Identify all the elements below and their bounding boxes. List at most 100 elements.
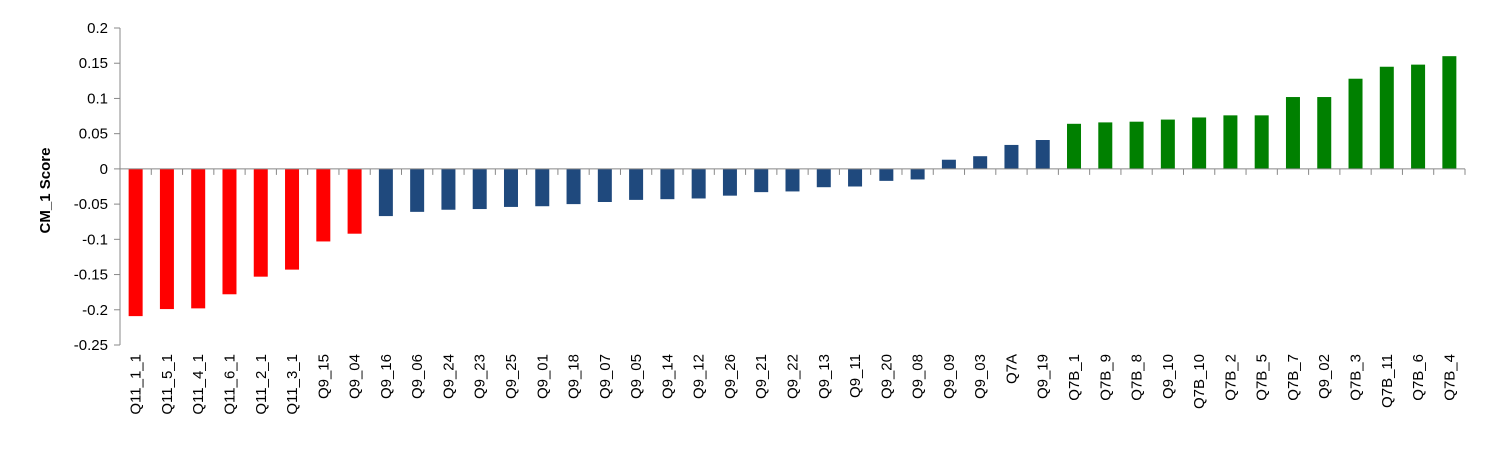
- x-tick-label: Q9_04: [347, 354, 364, 399]
- bar: [629, 168, 644, 200]
- bar: [222, 168, 237, 295]
- bar: [722, 168, 737, 196]
- x-tick-label: Q9_11: [847, 354, 864, 398]
- bar: [1223, 115, 1238, 169]
- x-tick-label: Q9_20: [878, 354, 895, 399]
- x-tick-label: Q9_24: [440, 354, 457, 399]
- bar: [191, 168, 206, 309]
- x-tick-label: Q9_02: [1316, 354, 1333, 399]
- bars: [128, 56, 1457, 317]
- bar: [691, 168, 706, 199]
- bar: [410, 168, 425, 212]
- bar: [128, 168, 143, 317]
- bar: [910, 168, 925, 180]
- x-tick-label: Q9_23: [472, 354, 489, 399]
- x-tick-label: Q11_5_1: [159, 354, 176, 415]
- x-tick-label: Q9_07: [597, 354, 614, 399]
- y-tick-label: 0.1: [87, 90, 108, 107]
- x-tick-label: Q7B_1: [1066, 354, 1083, 401]
- x-tick-label: Q9_25: [503, 354, 520, 399]
- bar: [1129, 121, 1144, 169]
- y-tick-label: 0.15: [79, 55, 108, 72]
- x-tick-label: Q9_09: [941, 354, 958, 399]
- x-tick-label: Q11_3_1: [284, 354, 301, 415]
- bar: [535, 168, 550, 207]
- y-axis-title: CM_1 Score: [37, 148, 54, 234]
- bar: [253, 168, 268, 277]
- y-tick-label: 0.05: [79, 126, 108, 143]
- x-tick-label: Q9_12: [691, 354, 708, 399]
- bar: [1160, 119, 1175, 169]
- bar: [1317, 97, 1332, 169]
- y-tick-label: -0.1: [82, 231, 108, 248]
- y-axis-ticks: [114, 27, 120, 346]
- bar: [472, 168, 487, 210]
- x-tick-label: Q9_05: [628, 354, 645, 399]
- bar: [285, 168, 300, 270]
- bar: [378, 168, 393, 217]
- x-tick-label: Q9_01: [534, 354, 551, 399]
- bar: [1379, 66, 1394, 169]
- bar: [1348, 78, 1363, 169]
- bar: [816, 168, 831, 188]
- x-tick-label: Q11_4_1: [190, 354, 207, 415]
- bar: [848, 168, 863, 187]
- bar: [347, 168, 362, 234]
- y-tick-label: -0.2: [82, 302, 108, 319]
- x-tick-label: Q9_08: [910, 354, 927, 399]
- x-tick-label: Q11_2_1: [253, 354, 270, 415]
- x-tick-label: Q9_19: [1035, 354, 1052, 399]
- bar: [1411, 64, 1426, 169]
- x-tick-label: Q9_18: [566, 354, 583, 399]
- x-tick-label: Q11_1_1: [128, 354, 145, 415]
- x-tick-label: Q7B_7: [1285, 354, 1302, 401]
- x-tick-label: Q9_03: [972, 354, 989, 399]
- bar: [316, 168, 331, 242]
- bar: [754, 168, 769, 193]
- bar: [1442, 56, 1457, 169]
- x-tick-label: Q9_26: [722, 354, 739, 399]
- x-tick-label: Q7B_2: [1222, 354, 1239, 401]
- x-tick-label: Q7B_5: [1254, 354, 1271, 401]
- x-tick-label: Q7B_4: [1441, 354, 1458, 401]
- x-tick-label: Q7B_6: [1410, 354, 1427, 401]
- y-tick-label: 0: [100, 161, 108, 178]
- x-tick-label: Q9_10: [1160, 354, 1177, 399]
- bar: [441, 168, 456, 210]
- y-axis-labels: 0.2 0.15 0.1 0.05 0 -0.05 -0.1 -0.15 -0.2 -0.25: [74, 20, 108, 354]
- y-tick-label: 0.2: [87, 20, 108, 37]
- x-tick-label: Q9_06: [409, 354, 426, 399]
- bar: [1067, 123, 1082, 169]
- x-tick-label: Q7B_9: [1097, 354, 1114, 401]
- x-tick-label: Q7A: [1003, 354, 1020, 384]
- y-tick-label: -0.15: [74, 267, 108, 284]
- x-tick-label: Q7B_3: [1348, 354, 1365, 401]
- bar: [597, 168, 612, 202]
- bar: [1192, 117, 1207, 169]
- bar: [1035, 140, 1050, 169]
- x-axis-labels: Q11_1_1 Q11_5_1 Q11_4_1 Q11_6_1 Q11_2_1 Q11_3…: [128, 354, 1459, 415]
- x-tick-label: Q9_13: [816, 354, 833, 399]
- bar: [1098, 122, 1113, 169]
- y-tick-label: -0.05: [74, 196, 108, 213]
- bar: [1285, 97, 1300, 169]
- bar: [503, 168, 518, 207]
- x-tick-label: Q9_15: [315, 354, 332, 399]
- x-tick-label: Q7B_11: [1379, 354, 1396, 408]
- x-tick-label: Q9_22: [785, 354, 802, 399]
- x-tick-label: Q11_6_1: [221, 354, 238, 415]
- bar: [879, 168, 894, 181]
- bar: [973, 156, 988, 169]
- x-tick-label: Q9_21: [753, 354, 770, 399]
- x-tick-label: Q9_16: [378, 354, 395, 399]
- x-axis-ticks: [119, 168, 1466, 175]
- x-tick-label: Q7B_10: [1191, 354, 1208, 409]
- bar: [660, 168, 675, 200]
- bar: [159, 168, 174, 310]
- bar: [1254, 115, 1269, 169]
- x-tick-label: Q9_14: [659, 354, 676, 399]
- bar: [566, 168, 581, 205]
- bar: [1004, 144, 1019, 169]
- bar: [785, 168, 800, 192]
